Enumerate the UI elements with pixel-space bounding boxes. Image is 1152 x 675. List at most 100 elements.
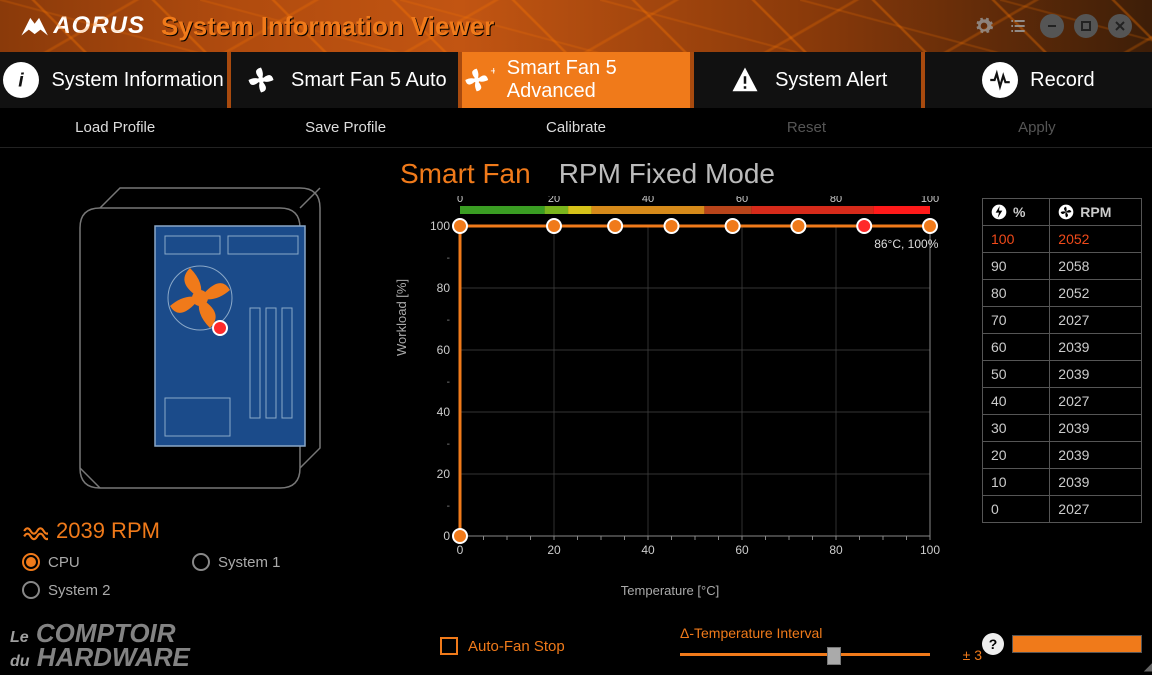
svg-text:-: - xyxy=(447,377,450,388)
delta-temperature: Δ-Temperature Interval ± 3 xyxy=(680,625,960,665)
tab-smartfan-adv[interactable]: +Smart Fan 5 Advanced xyxy=(462,52,693,108)
sensor-radio-cpu[interactable]: CPU xyxy=(22,553,192,571)
auto-fan-stop-checkbox[interactable] xyxy=(440,637,458,655)
rpm-table: % RPM 1002052902058802052702027602039502… xyxy=(982,198,1142,523)
svg-text:20: 20 xyxy=(437,467,451,481)
toolbar-load-profile[interactable]: Load Profile xyxy=(0,108,230,147)
help-icon[interactable]: ? xyxy=(982,633,1004,655)
svg-text:0: 0 xyxy=(443,529,450,543)
fan-icon xyxy=(1058,204,1074,220)
radio-label: System 1 xyxy=(218,554,281,571)
svg-text:60: 60 xyxy=(736,196,748,205)
fan-icon xyxy=(243,62,279,98)
rpm-table-header-pct: % xyxy=(983,199,1050,226)
main-tabs: i System Information Smart Fan 5 Auto +Smar… xyxy=(0,52,1152,108)
close-icon[interactable] xyxy=(1108,14,1132,38)
mode-smart-fan[interactable]: Smart Fan xyxy=(400,158,531,190)
svg-text:40: 40 xyxy=(641,543,655,557)
auto-fan-stop: Auto-Fan Stop xyxy=(440,637,565,655)
table-row[interactable]: 602039 xyxy=(983,334,1142,361)
toolbar-calibrate[interactable]: Calibrate xyxy=(461,108,691,147)
radio-dot xyxy=(22,581,40,599)
table-row[interactable]: 402027 xyxy=(983,388,1142,415)
radio-label: System 2 xyxy=(48,582,111,599)
auto-fan-stop-label: Auto-Fan Stop xyxy=(468,638,565,655)
tab-smartfan-auto[interactable]: Smart Fan 5 Auto xyxy=(231,52,462,108)
toolbar-apply: Apply xyxy=(922,108,1152,147)
resize-grip[interactable]: ◢ xyxy=(1144,659,1150,673)
radio-dot xyxy=(22,553,40,571)
table-row[interactable]: 302039 xyxy=(983,415,1142,442)
fan-curve-chart[interactable]: 0204060801000204060801000-20-40-60-80-10… xyxy=(400,196,940,576)
table-row[interactable]: 802052 xyxy=(983,280,1142,307)
radio-label: CPU xyxy=(48,554,80,571)
svg-text:-: - xyxy=(447,253,450,264)
table-row[interactable]: 1002052 xyxy=(983,226,1142,253)
tab-sysinfo[interactable]: i System Information xyxy=(0,52,231,108)
svg-text:i: i xyxy=(19,70,25,92)
svg-text:80: 80 xyxy=(829,543,843,557)
svg-text:40: 40 xyxy=(642,196,654,205)
svg-text:100: 100 xyxy=(920,543,940,557)
svg-text:100: 100 xyxy=(921,196,939,205)
record-icon xyxy=(982,62,1018,98)
tab-label: System Alert xyxy=(775,69,887,92)
rpm-table-header-rpm: RPM xyxy=(1050,199,1142,226)
svg-text:40: 40 xyxy=(437,405,451,419)
maximize-icon[interactable] xyxy=(1074,14,1098,38)
watermark: Le COMPTOIR du HARDWARE xyxy=(10,622,190,669)
mode-tabs: Smart Fan RPM Fixed Mode xyxy=(400,158,1142,190)
toolbar-save-profile[interactable]: Save Profile xyxy=(230,108,460,147)
fan-plus-icon: + xyxy=(462,62,494,98)
table-row[interactable]: 02027 xyxy=(983,496,1142,523)
table-row[interactable]: 502039 xyxy=(983,361,1142,388)
main-content: 2039 RPM CPU System 1 System 2 Le COMPTOIR… xyxy=(0,148,1152,675)
case-illustration xyxy=(50,168,330,508)
delta-slider-thumb[interactable] xyxy=(827,647,841,665)
brand-text: AORUS xyxy=(53,12,145,40)
fan-sensor-radios: CPU System 1 System 2 xyxy=(22,553,342,599)
sensor-radio-system-2[interactable]: System 2 xyxy=(22,581,192,599)
delta-label: Δ-Temperature Interval xyxy=(680,625,960,641)
profile-toolbar: Load ProfileSave ProfileCalibrateResetAp… xyxy=(0,108,1152,148)
svg-text:0: 0 xyxy=(457,196,463,205)
window-controls xyxy=(972,14,1132,38)
bolt-icon xyxy=(991,204,1007,220)
svg-text:-: - xyxy=(447,439,450,450)
delta-value: ± 3 xyxy=(963,647,982,663)
svg-text:80: 80 xyxy=(437,281,451,295)
svg-text:20: 20 xyxy=(548,196,560,205)
delta-slider[interactable]: ± 3 xyxy=(680,645,960,665)
tab-record[interactable]: Record xyxy=(925,52,1152,108)
tab-label: Smart Fan 5 Auto xyxy=(291,69,447,92)
mode-rpm-fixed[interactable]: RPM Fixed Mode xyxy=(559,158,775,190)
svg-text:86°C, 100%: 86°C, 100% xyxy=(874,237,939,251)
y-axis-label: Workload [%] xyxy=(394,279,409,356)
list-icon[interactable] xyxy=(1006,14,1030,38)
svg-text:60: 60 xyxy=(735,543,749,557)
help-bar: ? xyxy=(982,633,1142,655)
table-row[interactable]: 102039 xyxy=(983,469,1142,496)
svg-text:80: 80 xyxy=(830,196,842,205)
tab-label: System Information xyxy=(51,69,223,92)
brand-logo: AORUS xyxy=(20,12,145,40)
case-panel: 2039 RPM CPU System 1 System 2 Le COMPTOIR… xyxy=(0,148,380,675)
settings-icon[interactable] xyxy=(972,14,996,38)
tab-sysalert[interactable]: System Alert xyxy=(694,52,925,108)
table-row[interactable]: 902058 xyxy=(983,253,1142,280)
sensor-radio-system-1[interactable]: System 1 xyxy=(192,553,342,571)
minimize-icon[interactable] xyxy=(1040,14,1064,38)
svg-text:100: 100 xyxy=(430,219,450,233)
alert-icon xyxy=(727,62,763,98)
toolbar-reset: Reset xyxy=(691,108,921,147)
eagle-icon xyxy=(20,15,49,37)
wave-icon xyxy=(22,518,48,544)
app-header: AORUS System Information Viewer xyxy=(0,0,1152,52)
table-row[interactable]: 202039 xyxy=(983,442,1142,469)
table-row[interactable]: 702027 xyxy=(983,307,1142,334)
current-rpm-value: 2039 RPM xyxy=(56,518,160,544)
progress-bar xyxy=(1012,635,1142,653)
fan-curve-panel: Smart Fan RPM Fixed Mode 020406080100020… xyxy=(380,148,1152,675)
x-axis-label: Temperature [°C] xyxy=(621,583,719,598)
svg-text:-: - xyxy=(447,315,450,326)
